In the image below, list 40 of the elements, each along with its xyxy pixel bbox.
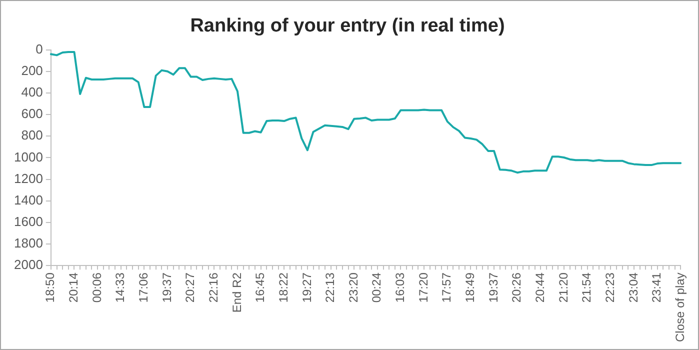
y-tick-label: 800: [21, 128, 43, 143]
x-tick-label: 00:24: [370, 272, 384, 303]
x-tick-label: 20:44: [532, 272, 547, 303]
x-tick-label: 19:37: [486, 272, 500, 303]
y-tick-label: 600: [21, 106, 43, 122]
x-tick-label: End R2: [230, 272, 244, 313]
y-tick-label: 0: [36, 41, 43, 56]
y-tick-label: 1000: [14, 149, 43, 164]
x-tick-label: 22:23: [602, 272, 617, 303]
x-tick-label: 21:54: [580, 272, 594, 303]
x-tick-label: 20:14: [66, 272, 81, 303]
x-tick-label: 22:13: [323, 272, 338, 303]
chart-title: Ranking of your entry (in real time): [190, 16, 505, 37]
x-tick-label: 20:27: [183, 272, 198, 303]
x-tick-label: 18:49: [463, 272, 478, 303]
x-tick-label: 17:20: [416, 272, 430, 303]
y-tick-label: 1600: [14, 214, 43, 230]
x-tick-label: 22:16: [206, 272, 220, 303]
x-tick-label: 18:22: [276, 272, 290, 303]
x-tick-label: Close of play: [672, 272, 687, 342]
x-tick-label: 23:04: [626, 272, 640, 303]
x-tick-label: 21:20: [556, 272, 570, 303]
x-tick-label: 20:26: [510, 272, 524, 303]
x-tick-label: 17:57: [440, 272, 454, 303]
y-tick-label: 1800: [14, 236, 43, 251]
y-tick-label: 200: [21, 62, 43, 78]
y-tick-label: 400: [21, 84, 43, 100]
x-tick-label: 19:27: [300, 272, 314, 303]
x-tick-label: 19:37: [160, 272, 174, 303]
x-tick-label: 16:45: [253, 272, 268, 303]
x-tick-label: 16:03: [393, 272, 408, 303]
x-tick-label: 17:06: [136, 272, 151, 303]
y-tick-label: 1400: [14, 192, 43, 208]
x-tick-label: 14:33: [113, 272, 128, 303]
y-tick-label: 1200: [14, 170, 43, 186]
x-tick-label: 23:20: [346, 272, 360, 303]
x-tick-label: 00:06: [90, 272, 104, 303]
x-tick-label: 23:41: [650, 272, 664, 303]
y-tick-label: 2000: [14, 257, 43, 272]
x-tick-label: 18:50: [43, 272, 58, 303]
